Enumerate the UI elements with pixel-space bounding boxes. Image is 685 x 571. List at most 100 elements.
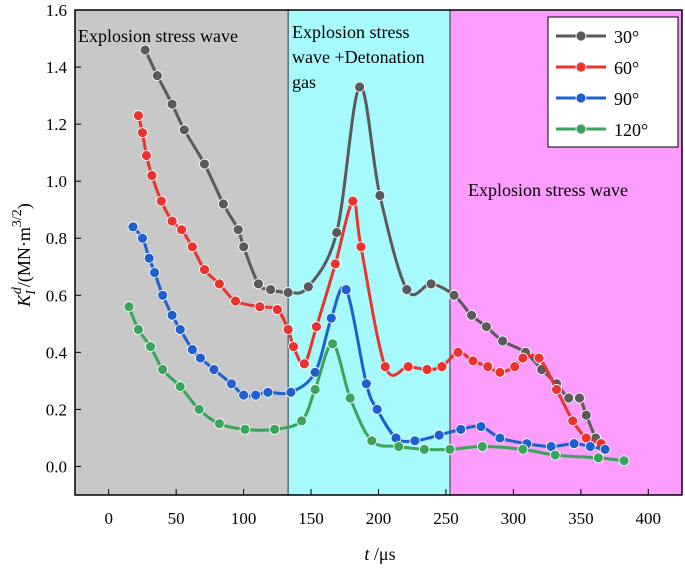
data-point (174, 324, 186, 335)
data-point (347, 195, 359, 207)
data-point (421, 364, 433, 375)
data-point (132, 324, 144, 335)
data-point (592, 452, 604, 464)
data-point (166, 309, 178, 321)
legend-label: 120° (614, 120, 648, 140)
data-point (393, 441, 405, 452)
data-point (199, 264, 210, 276)
data-point (208, 364, 220, 375)
data-point (213, 278, 225, 290)
y-tick-label: 1.6 (46, 1, 67, 20)
x-tick-label: 50 (168, 509, 185, 528)
x-tick-label: 300 (501, 509, 527, 528)
data-point (217, 198, 229, 210)
data-point (401, 284, 413, 295)
y-axis-label-unit: /(MN·m (14, 227, 35, 287)
x-axis-label: t /μs (364, 544, 395, 564)
x-tick-label: 200 (366, 509, 392, 528)
region-label: Explosion stress wave (78, 26, 238, 46)
data-point (265, 284, 276, 295)
data-point (250, 389, 262, 401)
data-point (262, 386, 274, 398)
data-point (176, 224, 187, 236)
data-point (195, 352, 206, 364)
data-point (425, 278, 437, 290)
data-point (137, 127, 148, 139)
data-point (199, 158, 210, 170)
data-point (409, 435, 421, 447)
x-axis-label-var: t (364, 544, 370, 564)
data-point (551, 384, 562, 395)
data-point (331, 227, 343, 238)
data-point (568, 438, 580, 450)
data-point (563, 392, 575, 404)
data-point (269, 423, 281, 435)
data-point (151, 70, 163, 82)
data-point (139, 44, 151, 56)
x-axis-label-unit: /μs (369, 544, 395, 564)
data-point (584, 441, 596, 452)
data-point (371, 404, 383, 415)
data-point (186, 241, 198, 253)
data-point (580, 409, 592, 421)
data-point (567, 415, 579, 427)
x-tick-label: 350 (568, 509, 594, 528)
data-point (296, 415, 308, 427)
data-point (193, 404, 205, 415)
y-tick-label: 0.2 (46, 400, 67, 419)
data-point (155, 195, 167, 207)
data-point (481, 321, 492, 333)
region-label: wave +Detonation (292, 47, 425, 67)
data-point (123, 301, 135, 313)
y-tick-label: 0.0 (46, 457, 67, 476)
data-point (302, 281, 314, 293)
data-point (354, 81, 366, 93)
y-axis-label: KId/(MN·m3/2) (10, 203, 39, 308)
data-point (239, 423, 251, 435)
data-point (402, 361, 414, 373)
data-point (149, 267, 160, 278)
data-point (476, 441, 488, 452)
x-tick-label: 0 (104, 509, 113, 528)
data-point (466, 309, 477, 321)
data-point (327, 338, 339, 350)
data-point (340, 284, 352, 295)
data-point (325, 312, 337, 324)
data-point (494, 366, 506, 378)
y-tick-label: 1.0 (46, 172, 67, 191)
data-point (344, 392, 356, 404)
data-point (360, 378, 372, 390)
data-point (467, 355, 479, 367)
data-point (298, 358, 310, 370)
region-label: Explosion stress wave (468, 180, 628, 200)
data-point (288, 341, 299, 353)
legend-label: 30° (614, 27, 639, 47)
data-point (366, 435, 378, 447)
region-label: gas (292, 72, 316, 92)
data-point (178, 124, 190, 136)
legend-marker (575, 30, 587, 42)
data-point (213, 418, 225, 430)
data-point (254, 301, 266, 313)
x-tick-label: 150 (298, 509, 324, 528)
data-point (309, 384, 321, 395)
y-tick-label: 0.4 (46, 343, 68, 362)
data-point (137, 232, 148, 244)
data-point (618, 455, 630, 467)
y-axis-label-sup: d (10, 286, 25, 294)
data-point (282, 287, 294, 298)
y-tick-label: 0.8 (46, 229, 67, 248)
data-point (285, 386, 297, 398)
data-point (132, 110, 144, 121)
x-tick-label: 400 (636, 509, 662, 528)
legend-box (547, 16, 679, 148)
data-point (475, 421, 487, 432)
data-point (517, 443, 529, 455)
data-point (355, 241, 367, 253)
data-point (166, 215, 178, 227)
data-point (482, 361, 494, 373)
data-point (157, 364, 169, 375)
data-point (379, 361, 391, 373)
data-point (374, 190, 386, 201)
